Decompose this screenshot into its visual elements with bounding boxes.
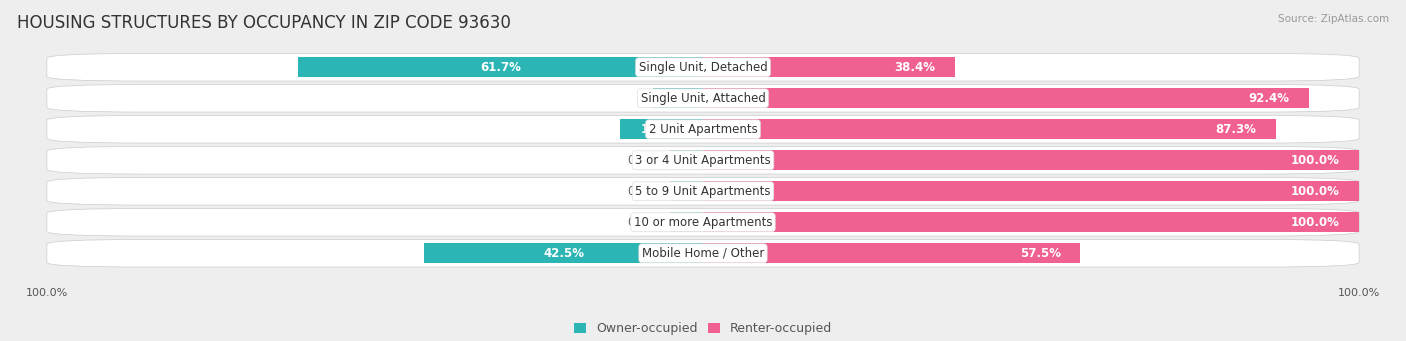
Text: 0.0%: 0.0%	[627, 216, 657, 229]
Text: 7.6%: 7.6%	[662, 92, 695, 105]
Text: 61.7%: 61.7%	[479, 61, 522, 74]
Bar	[671, 150, 703, 170]
Text: 92.4%: 92.4%	[1249, 92, 1289, 105]
Text: 100.0%: 100.0%	[1291, 154, 1340, 167]
Text: 0.0%: 0.0%	[627, 185, 657, 198]
Bar	[703, 119, 1275, 139]
FancyBboxPatch shape	[46, 208, 1360, 236]
Text: 87.3%: 87.3%	[1215, 123, 1256, 136]
FancyBboxPatch shape	[46, 239, 1360, 267]
Legend: Owner-occupied, Renter-occupied: Owner-occupied, Renter-occupied	[568, 317, 838, 340]
Bar	[703, 57, 955, 77]
Bar	[671, 181, 703, 201]
Bar	[703, 150, 1360, 170]
Text: HOUSING STRUCTURES BY OCCUPANCY IN ZIP CODE 93630: HOUSING STRUCTURES BY OCCUPANCY IN ZIP C…	[17, 14, 510, 32]
FancyBboxPatch shape	[46, 54, 1360, 81]
Bar	[703, 181, 1360, 201]
Text: 2 Unit Apartments: 2 Unit Apartments	[648, 123, 758, 136]
FancyBboxPatch shape	[46, 147, 1360, 174]
Text: 10 or more Apartments: 10 or more Apartments	[634, 216, 772, 229]
Text: Single Unit, Detached: Single Unit, Detached	[638, 61, 768, 74]
Text: 42.5%: 42.5%	[543, 247, 583, 260]
Text: Mobile Home / Other: Mobile Home / Other	[641, 247, 765, 260]
FancyBboxPatch shape	[46, 177, 1360, 205]
FancyBboxPatch shape	[46, 116, 1360, 143]
Text: 57.5%: 57.5%	[1019, 247, 1060, 260]
Text: 5 to 9 Unit Apartments: 5 to 9 Unit Apartments	[636, 185, 770, 198]
Bar	[298, 57, 703, 77]
FancyBboxPatch shape	[46, 85, 1360, 112]
Bar	[703, 243, 1080, 263]
Bar	[703, 212, 1360, 232]
Text: Source: ZipAtlas.com: Source: ZipAtlas.com	[1278, 14, 1389, 24]
Text: 100.0%: 100.0%	[1291, 185, 1340, 198]
Text: 0.0%: 0.0%	[627, 154, 657, 167]
Text: 38.4%: 38.4%	[894, 61, 935, 74]
Text: 3 or 4 Unit Apartments: 3 or 4 Unit Apartments	[636, 154, 770, 167]
Bar	[654, 88, 703, 108]
Bar	[620, 119, 703, 139]
Text: Single Unit, Attached: Single Unit, Attached	[641, 92, 765, 105]
Bar	[703, 88, 1309, 108]
Bar	[425, 243, 703, 263]
Bar	[671, 212, 703, 232]
Text: 100.0%: 100.0%	[1291, 216, 1340, 229]
Text: 12.7%: 12.7%	[641, 123, 682, 136]
